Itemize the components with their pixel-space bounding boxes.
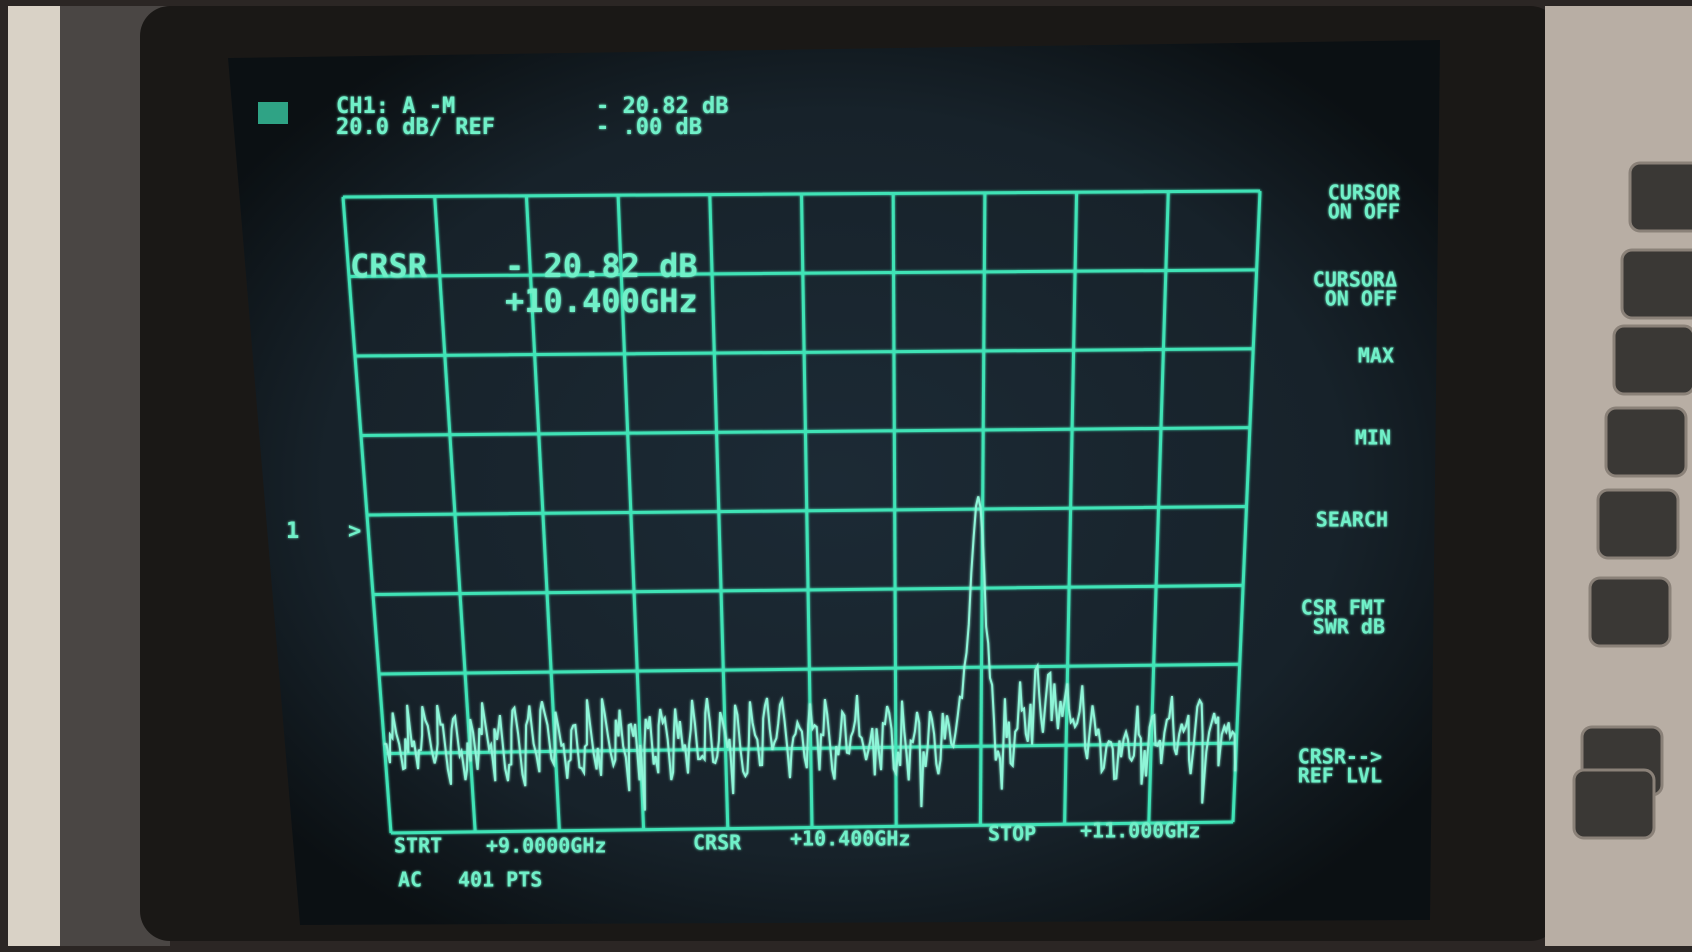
hardkey [1598,490,1678,558]
softkey-line2: ON OFF [1328,200,1400,224]
page: CH1: A -M - 20.82 dB 20.0 dB/ REF - .00 … [0,0,1692,952]
crt-screen [228,40,1440,925]
coupling: AC [398,868,422,892]
ref-marker-arrow: > [348,519,361,544]
cursor-level: - 20.82 dB [505,247,698,285]
start-frequency: +9.0000GHz [486,834,606,858]
hardkey [1590,578,1670,646]
hardkey [1622,250,1692,318]
softkey-line1: MAX [1358,344,1394,368]
softkey-line2: REF LVL [1298,764,1382,788]
hardkey [1574,770,1654,838]
softkey-line1: SEARCH [1316,508,1388,532]
start-label: STRT [394,834,442,858]
hardkey [1606,408,1686,476]
points: 401 PTS [458,868,542,892]
stop-frequency: +11.000GHz [1080,819,1200,843]
softkey-line2: SWR dB [1313,615,1385,639]
softkey-line2: ON OFF [1325,287,1397,311]
cursor-footer-label: CRSR [693,831,742,855]
softkey-line1: MIN [1355,426,1391,450]
status-icon [258,102,288,124]
header-scale: 20.0 dB/ REF [336,115,495,140]
header-ref: - .00 dB [596,115,702,140]
cursor-label: CRSR [350,247,428,285]
ref-marker-label: 1 [286,519,299,544]
cursor-footer-frequency: +10.400GHz [790,827,910,851]
hardkey [1614,326,1692,394]
stop-label: STOP [988,822,1036,846]
hardkey [1630,163,1692,231]
screen-photo: CH1: A -M - 20.82 dB 20.0 dB/ REF - .00 … [0,0,1692,952]
cursor-frequency: +10.400GHz [505,282,698,320]
